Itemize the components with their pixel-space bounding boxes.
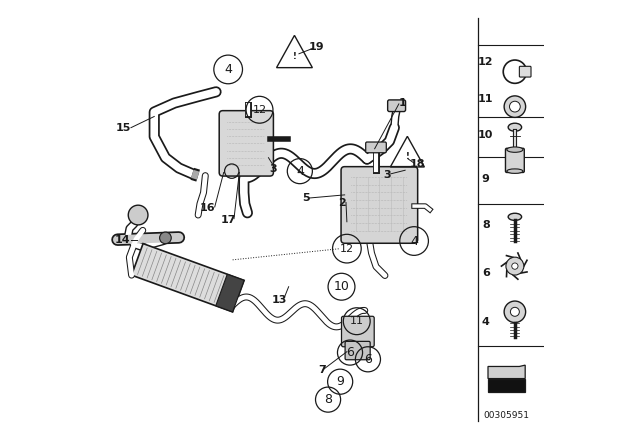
Text: 3: 3 (269, 164, 276, 174)
Text: 2: 2 (338, 198, 346, 208)
Circle shape (511, 307, 520, 316)
Polygon shape (488, 365, 525, 379)
Text: !: ! (292, 52, 296, 61)
Text: 3: 3 (383, 170, 391, 180)
Text: 12: 12 (340, 244, 354, 254)
FancyBboxPatch shape (365, 142, 387, 153)
FancyBboxPatch shape (342, 316, 374, 347)
Text: 19: 19 (308, 42, 324, 52)
Circle shape (504, 96, 525, 117)
Text: 14: 14 (115, 235, 131, 245)
Polygon shape (216, 274, 244, 312)
Ellipse shape (508, 213, 522, 220)
Text: 6: 6 (482, 268, 490, 278)
Text: 00305951: 00305951 (483, 411, 529, 420)
Text: 12: 12 (478, 57, 493, 67)
Text: 10: 10 (478, 130, 493, 140)
Text: 16: 16 (199, 203, 215, 213)
Text: 9: 9 (482, 174, 490, 184)
Circle shape (506, 257, 524, 275)
Ellipse shape (507, 147, 523, 152)
FancyBboxPatch shape (341, 167, 418, 243)
FancyBboxPatch shape (488, 379, 525, 392)
Circle shape (128, 205, 148, 225)
Text: 18: 18 (410, 159, 426, 168)
Text: 15: 15 (115, 123, 131, 133)
FancyBboxPatch shape (506, 148, 524, 172)
Circle shape (159, 232, 172, 244)
Text: 7: 7 (318, 365, 326, 375)
Text: 17: 17 (220, 215, 236, 225)
Text: 6: 6 (346, 346, 354, 359)
Text: 8: 8 (482, 220, 490, 230)
Polygon shape (132, 244, 244, 312)
Text: 6: 6 (364, 353, 372, 366)
Text: 11: 11 (478, 95, 493, 104)
Text: !: ! (405, 152, 410, 161)
Text: 4: 4 (410, 234, 418, 248)
Circle shape (504, 301, 525, 323)
Text: 1: 1 (399, 98, 407, 108)
Text: 4: 4 (482, 317, 490, 327)
Ellipse shape (508, 123, 522, 131)
Text: 9: 9 (336, 375, 344, 388)
Text: 5: 5 (302, 193, 310, 203)
FancyBboxPatch shape (220, 111, 273, 176)
FancyBboxPatch shape (388, 100, 406, 112)
Text: 4: 4 (224, 63, 232, 76)
Text: 13: 13 (272, 295, 287, 305)
Circle shape (512, 263, 518, 269)
Ellipse shape (507, 169, 523, 173)
Text: 10: 10 (333, 280, 349, 293)
Text: 4: 4 (296, 164, 304, 178)
FancyBboxPatch shape (345, 341, 370, 360)
Text: 8: 8 (324, 393, 332, 406)
Text: 11: 11 (349, 316, 364, 326)
Text: 12: 12 (252, 105, 267, 115)
Circle shape (509, 101, 520, 112)
FancyBboxPatch shape (520, 66, 531, 77)
